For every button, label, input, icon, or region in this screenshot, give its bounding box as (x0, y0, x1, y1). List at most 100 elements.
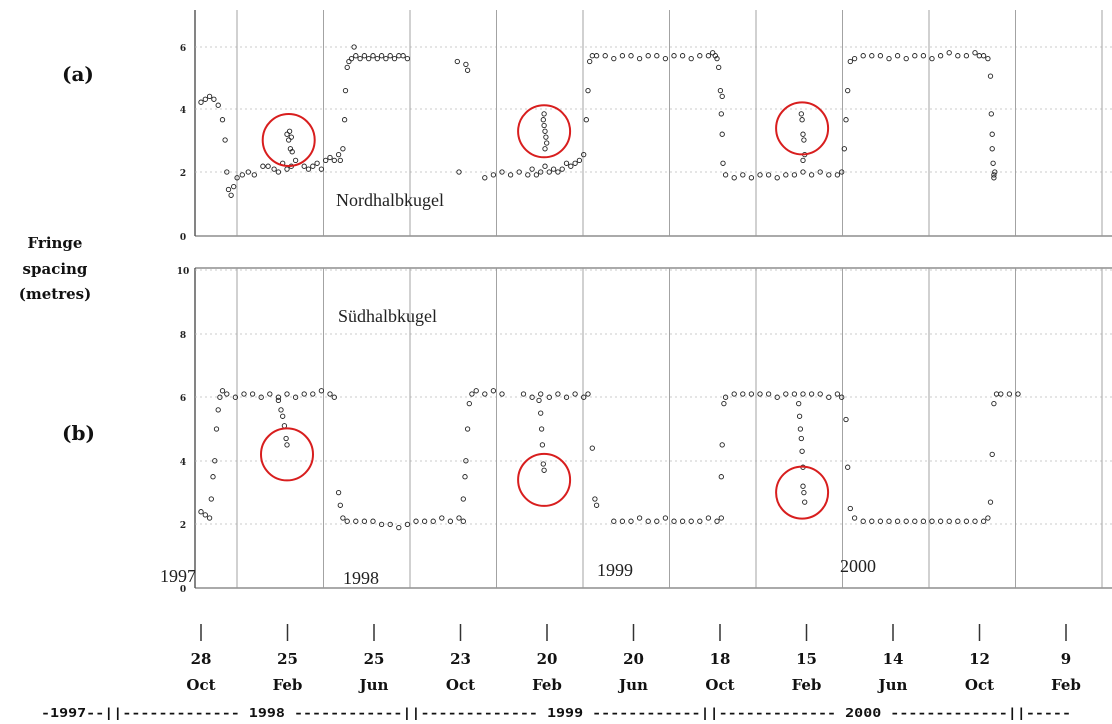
panel-b-data-point (697, 518, 703, 524)
panel-a-data-point (490, 172, 497, 178)
panel-a-data-point (731, 175, 737, 181)
panel-b-data-point (327, 391, 333, 397)
panel-a-y-tick-label-0: 0 (180, 233, 186, 243)
panel-b-data-point (798, 435, 804, 442)
panel-b-data-point (886, 518, 892, 524)
panel-b-data-point (378, 521, 385, 528)
panel-b-data-point (439, 515, 445, 521)
panel-a-data-point (847, 58, 853, 65)
panel-b-data-point (929, 518, 935, 524)
year-label-1999: 1999 (597, 560, 633, 580)
panel-b-data-point (340, 515, 346, 521)
panel-a-data-point (366, 55, 372, 62)
panel-a-data-point (541, 122, 547, 129)
panel-b-data-point (851, 515, 858, 521)
panel-a-data-point (563, 160, 570, 166)
date-tick-month-8: Jun (877, 676, 908, 694)
panel-a-data-point (323, 157, 329, 164)
panel-a-data-point (839, 169, 845, 175)
panel-b-plot: 0 2 4 6 8 10 (177, 267, 1112, 595)
panel-a-data-point (991, 172, 997, 178)
panel-a-data-point (710, 50, 716, 56)
panel-b-data-point (998, 391, 1004, 397)
panel-b-data-point (894, 518, 901, 524)
y-axis-label-line-3: (metres) (19, 285, 91, 303)
year-label-1998: 1998 (343, 568, 379, 588)
panel-a-data-point (342, 87, 349, 94)
panel-a-y-tick-label-3: 6 (180, 44, 186, 54)
panel-b-annotation: Südhalbkugel (338, 306, 437, 326)
panel-a-data-point (482, 175, 488, 181)
panel-b-data-point (464, 426, 471, 432)
panel-a-data-point (543, 134, 549, 140)
panel-a-data-point (540, 117, 546, 123)
panel-b-data-point (636, 515, 643, 521)
panel-b-data-point (555, 391, 561, 397)
panel-a-data-point (284, 131, 290, 137)
panel-a-y-tick-label-1: 2 (180, 169, 186, 179)
panel-b-data-point (654, 518, 660, 524)
panel-a-data-point (845, 87, 851, 94)
panel-b-data-point (581, 394, 587, 400)
panel-a-data-point (800, 131, 806, 137)
y-axis-label-line-1: Fringe (28, 234, 83, 252)
date-tick-month-2: Jun (358, 676, 389, 694)
panel-a-data-point (576, 157, 583, 164)
panel-b-data-point (482, 391, 488, 397)
panel-a-data-point (774, 175, 780, 181)
panel-a-data-point (335, 151, 342, 158)
panel-b-data-point (718, 474, 724, 480)
panel-b-data-point (421, 518, 428, 524)
panel-a-data-point (222, 137, 228, 143)
panel-b-data-point (718, 515, 724, 521)
panel-a-data-point (671, 53, 677, 59)
panel-a-data-point (955, 53, 961, 59)
panel-a-data-point (351, 44, 357, 50)
panel-a-data-point (456, 169, 462, 175)
panel-a-plot: 0 2 4 6 (180, 10, 1112, 243)
panel-b-data-point (301, 391, 307, 397)
panel-b-data-point (460, 518, 466, 524)
panel-a-data-point (529, 166, 535, 172)
year-bar: -1997--||------------- 1998 ------------… (41, 706, 1071, 720)
panel-b-label: (b) (62, 421, 95, 445)
panel-b-data-point (946, 518, 952, 524)
panel-a-data-point (541, 111, 547, 117)
panel-a-data-point (202, 96, 208, 102)
panel-a-data-point (499, 169, 505, 175)
panel-b-data-point (219, 388, 226, 394)
panel-a-data-point (533, 172, 540, 178)
panel-b-data-point (396, 524, 402, 531)
panel-a-data-point (292, 157, 299, 164)
panel-a-data-point (718, 111, 724, 117)
panel-a-data-point (843, 117, 849, 123)
panel-a-data-point (568, 163, 574, 169)
panel-a-data-point (331, 157, 337, 164)
panel-b-data-point (473, 388, 479, 394)
panel-b-y-tick-label-5: 10 (177, 267, 190, 277)
panel-b-data-point (991, 400, 997, 407)
panel-b-data-point (980, 518, 987, 524)
panel-b-data-point (800, 391, 806, 397)
date-tick-day-1: 25 (277, 650, 298, 668)
panel-b-data-point (843, 416, 849, 423)
panel-a-data-point (525, 172, 531, 178)
panel-b-data-point (217, 394, 223, 400)
panel-b-y-tick-label-2: 4 (180, 458, 186, 468)
panel-a-data-point (550, 166, 557, 172)
date-tick-day-5: 20 (623, 650, 644, 668)
panel-a-data-point (228, 192, 234, 198)
panel-b-data-point (275, 394, 282, 400)
panel-a-data-point (719, 131, 725, 137)
date-tick-day-2: 25 (364, 650, 385, 668)
panel-b-data-point (212, 458, 218, 464)
panel-b-data-point (460, 496, 466, 502)
panel-a-data-point (585, 87, 591, 94)
panel-b-data-point (447, 518, 454, 524)
panel-b-data-point (499, 391, 505, 397)
panel-a-data-point (989, 131, 995, 137)
panel-a-data-point (619, 53, 626, 59)
panel-b-y-tick-label-1: 2 (180, 521, 186, 531)
panel-b-data-point (563, 394, 570, 400)
panel-a-data-point (720, 160, 726, 166)
